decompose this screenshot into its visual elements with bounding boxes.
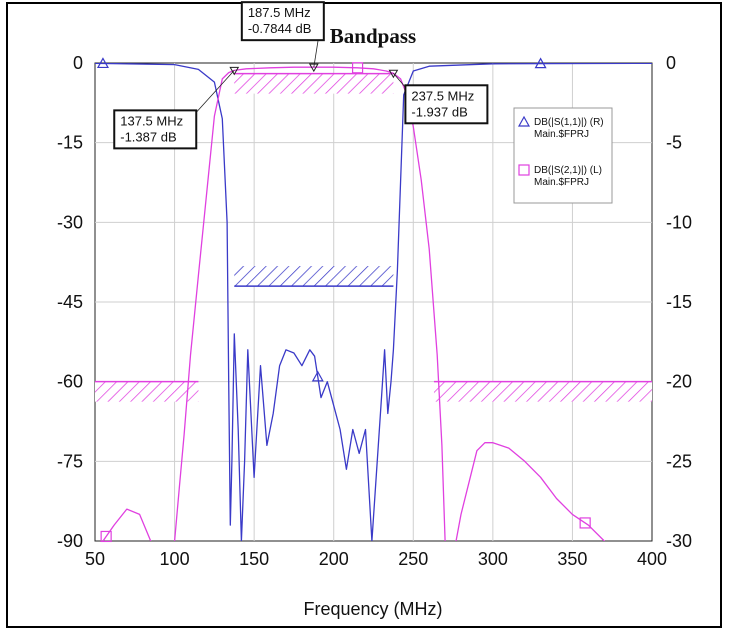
y-right-tick-label: -20 bbox=[666, 372, 692, 392]
x-tick-label: 250 bbox=[398, 549, 428, 569]
min-limit-mask bbox=[433, 381, 652, 402]
y-left-tick-label: -90 bbox=[57, 531, 83, 551]
y-left-tick-label: -60 bbox=[57, 372, 83, 392]
y-right-tick-label: -25 bbox=[666, 451, 692, 471]
y-right-tick-label: -30 bbox=[666, 531, 692, 551]
legend-box bbox=[513, 107, 613, 204]
y-left-tick-label: -45 bbox=[57, 292, 83, 312]
legend-entry-subname: Main.$FPRJ bbox=[534, 129, 589, 140]
y-left-tick-label: -15 bbox=[57, 133, 83, 153]
series-marker-square bbox=[351, 62, 364, 74]
marker-point bbox=[308, 63, 319, 73]
y-left-tick-label: 0 bbox=[73, 53, 83, 73]
marker-leader-line bbox=[195, 70, 235, 113]
legend-entry-name: DB(|S(1,1)|) (R) bbox=[534, 117, 604, 128]
series-marker-triangle bbox=[96, 57, 109, 69]
series-markers bbox=[96, 57, 591, 543]
x-tick-label: 350 bbox=[557, 549, 587, 569]
y-left-tick-label: -30 bbox=[57, 212, 83, 232]
series-line-1 bbox=[95, 63, 652, 541]
marker-point bbox=[229, 66, 240, 76]
x-tick-label: 400 bbox=[637, 549, 667, 569]
masks bbox=[95, 72, 652, 402]
marker-point bbox=[388, 69, 399, 79]
x-axis-label: Frequency (MHz) bbox=[303, 599, 442, 619]
x-tick-label: 100 bbox=[160, 549, 190, 569]
series-marker-square bbox=[100, 530, 112, 543]
series-marker-square bbox=[579, 517, 591, 529]
y-left-tick-label: -75 bbox=[57, 451, 83, 471]
legend-entry-subname: Main.$FPRJ bbox=[534, 177, 589, 188]
legend-entry-name: DB(|S(2,1)|) (L) bbox=[534, 165, 602, 176]
min-limit-mask bbox=[234, 73, 394, 94]
marker-freq-label: 137.5 MHz bbox=[120, 113, 183, 128]
x-tick-label: 300 bbox=[478, 549, 508, 569]
min-limit-mask bbox=[95, 381, 199, 402]
chart-title: Bandpass bbox=[330, 24, 416, 48]
legend-swatch-square bbox=[518, 164, 530, 176]
marker-freq-label: 187.5 MHz bbox=[248, 5, 311, 20]
marker-freq-label: 237.5 MHz bbox=[411, 88, 474, 103]
marker-leader-line bbox=[393, 73, 406, 88]
y-right-tick-label: -5 bbox=[666, 133, 682, 153]
legend-swatch-triangle bbox=[517, 115, 531, 127]
x-tick-label: 150 bbox=[239, 549, 269, 569]
marker-callouts: 137.5 MHz-1.387 dB 187.5 MHz-0.7844 dB 237… bbox=[113, 1, 489, 150]
marker-label-box bbox=[113, 109, 198, 150]
marker-value-label: -0.7844 dB bbox=[248, 21, 312, 36]
series-lines bbox=[95, 63, 652, 541]
series-line-2 bbox=[102, 66, 606, 541]
marker-label-box bbox=[240, 1, 325, 42]
series-marker-triangle bbox=[311, 370, 324, 382]
y-right-tick-label: -10 bbox=[666, 212, 692, 232]
max-limit-mask bbox=[234, 266, 394, 287]
x-tick-label: 50 bbox=[85, 549, 105, 569]
y-right-tick-label: -15 bbox=[666, 292, 692, 312]
y-right-tick-label: 0 bbox=[666, 53, 676, 73]
x-tick-label: 200 bbox=[319, 549, 349, 569]
marker-value-label: -1.937 dB bbox=[411, 104, 467, 119]
figure-frame bbox=[6, 2, 722, 628]
axes: 50 100 150 200 250 300 350 400 0 -15 -30 -45 -60 -75 -… bbox=[57, 53, 692, 569]
series-marker-triangle bbox=[534, 57, 547, 69]
marker-value-label: -1.387 dB bbox=[120, 129, 176, 144]
marker-label-box bbox=[404, 84, 489, 125]
